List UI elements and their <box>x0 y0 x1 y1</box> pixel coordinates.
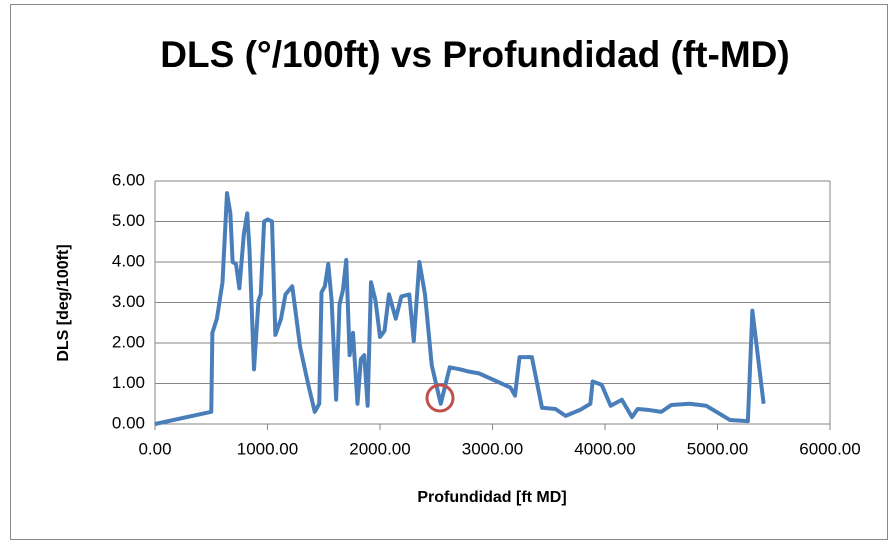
x-tick-label: 5000.00 <box>687 439 748 458</box>
y-tick-label: 4.00 <box>112 251 145 270</box>
x-tick-label: 6000.00 <box>799 439 860 458</box>
x-tick-label: 2000.00 <box>349 439 410 458</box>
x-tick-label: 0.00 <box>138 439 171 458</box>
y-tick-label: 0.00 <box>112 413 145 432</box>
x-tick-label: 1000.00 <box>237 439 298 458</box>
y-tick-label: 1.00 <box>112 373 145 392</box>
highlight-circle <box>425 383 455 413</box>
x-axis-label: Profundidad [ft MD] <box>417 489 566 506</box>
y-tick-label: 6.00 <box>112 170 145 189</box>
data-line <box>154 191 766 426</box>
chart-title: DLS (°/100ft) vs Profundidad (ft-MD) <box>160 34 790 75</box>
x-tick-label: 4000.00 <box>574 439 635 458</box>
y-tick-label: 5.00 <box>112 211 145 230</box>
chart-border <box>10 4 888 540</box>
y-tick-label: 2.00 <box>112 332 145 351</box>
y-axis-label: DLS [deg/100ft] <box>55 244 72 361</box>
y-tick-label: 3.00 <box>112 292 145 311</box>
x-tick-label: 3000.00 <box>462 439 523 458</box>
